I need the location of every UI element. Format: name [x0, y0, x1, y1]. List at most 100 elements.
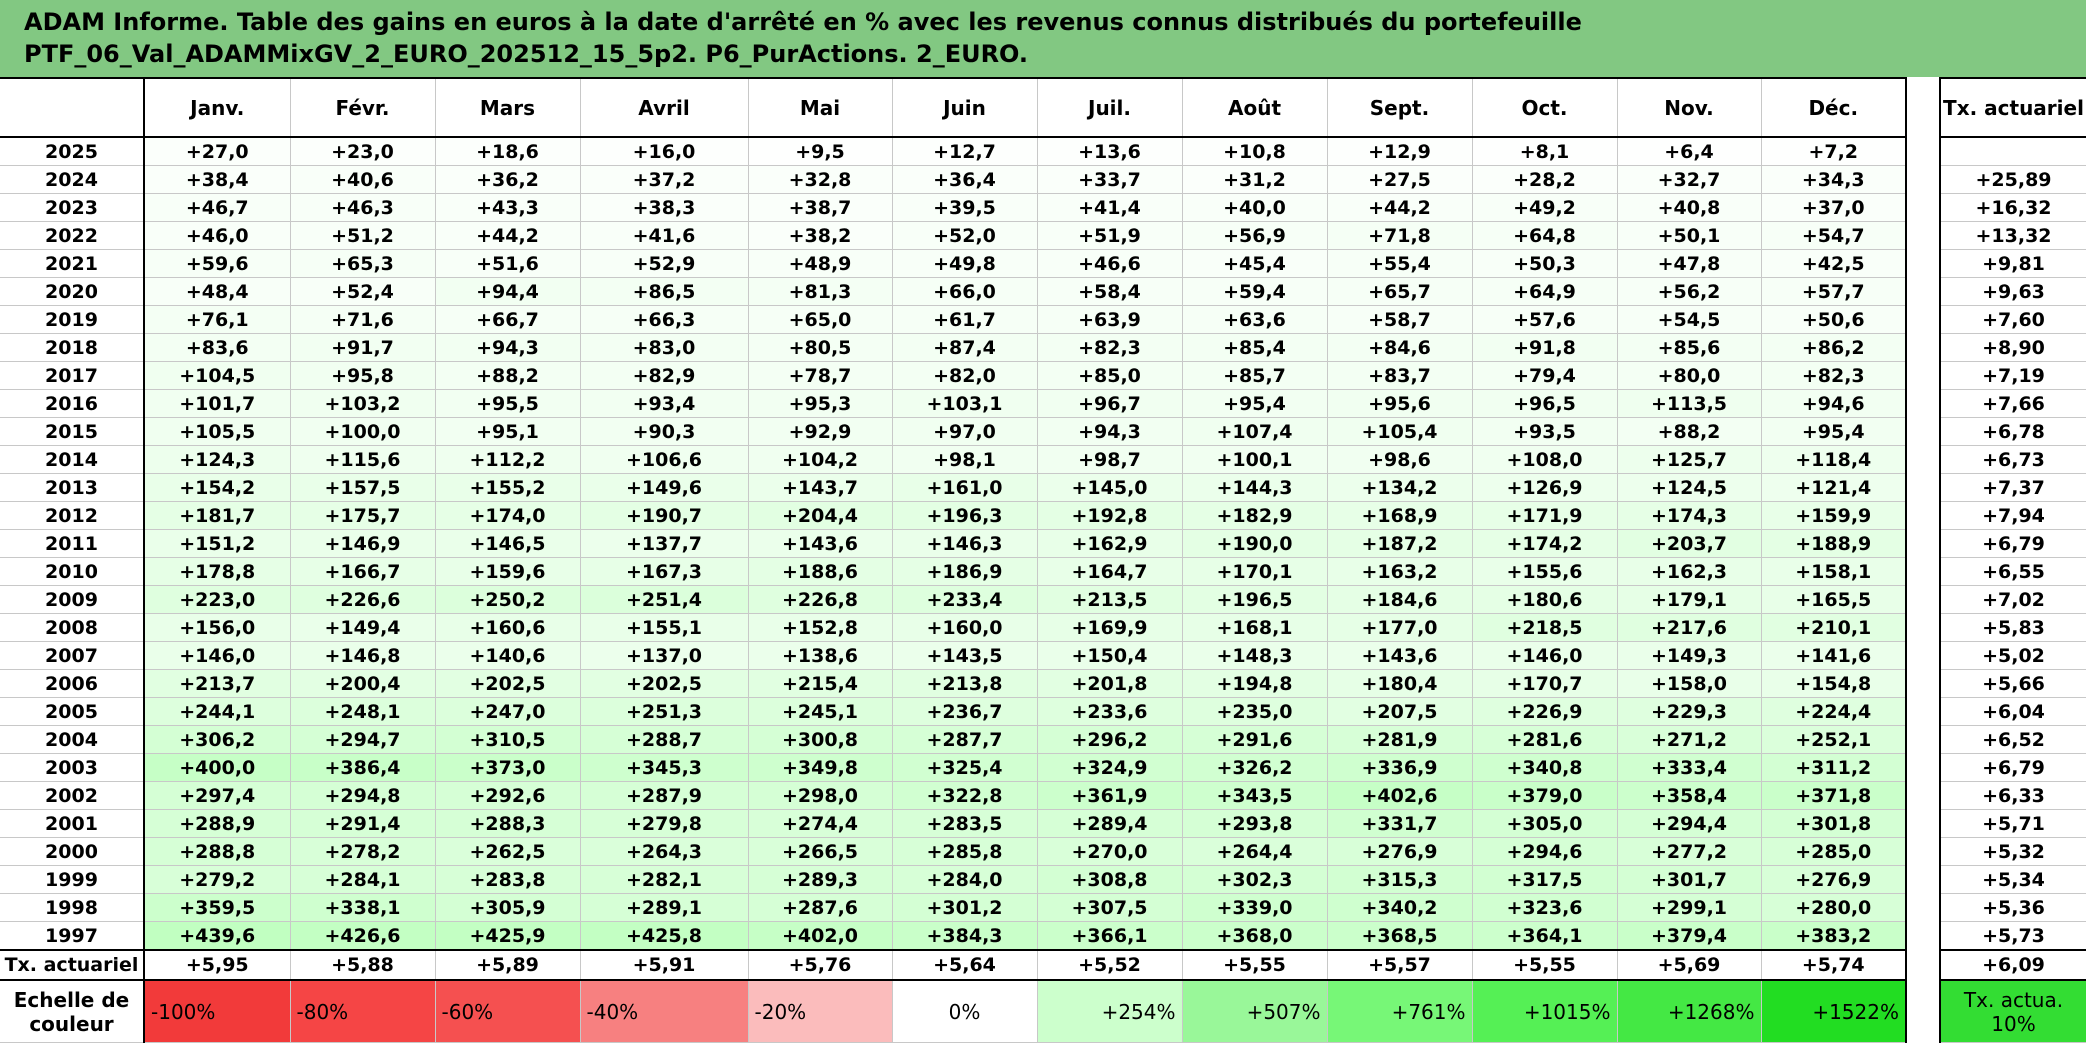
- gain-cell: +245,1: [747, 697, 893, 726]
- gain-cell: +143,6: [1326, 641, 1473, 670]
- gain-cell: +336,9: [1326, 753, 1473, 782]
- gain-cell: +262,5: [434, 837, 581, 866]
- month-header: Nov.: [1616, 77, 1762, 138]
- gain-cell: +252,1: [1760, 725, 1907, 754]
- gain-cell: +108,0: [1471, 445, 1618, 474]
- gap-cell: [1905, 781, 1941, 810]
- gain-cell: +379,0: [1471, 781, 1618, 810]
- footer-cell: +5,89: [434, 949, 581, 981]
- gain-cell: +155,1: [579, 613, 749, 642]
- gain-cell: +152,8: [747, 613, 893, 642]
- gain-cell: +115,6: [289, 445, 436, 474]
- year-label: 2009: [0, 585, 145, 614]
- gain-cell: +146,8: [289, 641, 436, 670]
- gain-cell: +400,0: [143, 753, 291, 782]
- gain-cell: +6,4: [1616, 136, 1762, 166]
- gain-cell: +383,2: [1760, 921, 1907, 951]
- gain-cell: +54,5: [1616, 305, 1762, 334]
- gain-cell: +322,8: [891, 781, 1038, 810]
- gain-cell: +226,8: [747, 585, 893, 614]
- year-row: 2010 +178,8 +166,7 +159,6 +167,3 +188,6 +186,9…: [0, 557, 2086, 586]
- footer-cell: +5,76: [747, 949, 893, 981]
- month-header: Avril: [579, 77, 749, 138]
- gain-cell: +288,8: [143, 837, 291, 866]
- total-cell: +5,32: [1939, 837, 2086, 866]
- gain-cell: +283,8: [434, 865, 581, 894]
- gain-cell: +188,6: [747, 557, 893, 586]
- gain-cell: +164,7: [1036, 557, 1183, 586]
- gain-cell: +66,3: [579, 305, 749, 334]
- scale-row: Echelle de couleur -100% -80% -60% -40% -20% 0…: [0, 979, 2086, 1043]
- gain-cell: +274,4: [747, 809, 893, 838]
- gain-cell: +143,5: [891, 641, 1038, 670]
- gain-cell: +338,1: [289, 893, 436, 922]
- gain-cell: +95,4: [1760, 417, 1907, 446]
- gain-cell: +177,0: [1326, 613, 1473, 642]
- gain-cell: +368,5: [1326, 921, 1473, 951]
- gain-cell: +300,8: [747, 725, 893, 754]
- gain-cell: +174,0: [434, 501, 581, 530]
- gain-cell: +76,1: [143, 305, 291, 334]
- gain-cell: +101,7: [143, 389, 291, 418]
- year-label: 1999: [0, 865, 145, 894]
- gain-cell: +134,2: [1326, 473, 1473, 502]
- gain-cell: +201,8: [1036, 669, 1183, 698]
- gain-cell: +37,2: [579, 165, 749, 194]
- gain-cell: +59,6: [143, 249, 291, 278]
- gain-cell: +57,7: [1760, 277, 1907, 306]
- gain-cell: +100,1: [1181, 445, 1328, 474]
- gain-cell: +33,7: [1036, 165, 1183, 194]
- gain-cell: +402,6: [1326, 781, 1473, 810]
- gain-cell: +82,9: [579, 361, 749, 390]
- gain-cell: +218,5: [1471, 613, 1618, 642]
- total-cell: +5,71: [1939, 809, 2086, 838]
- year-row: 2024 +38,4 +40,6 +36,2 +37,2 +32,8 +36,4 +33,7 +…: [0, 165, 2086, 194]
- gain-cell: +289,3: [747, 865, 893, 894]
- gap-cell: [1905, 865, 1941, 894]
- gain-cell: +94,3: [1036, 417, 1183, 446]
- month-header: Août: [1181, 77, 1328, 138]
- gain-cell: +323,6: [1471, 893, 1618, 922]
- month-header: Juin: [891, 77, 1038, 138]
- header-row: Janv. Févr. Mars Avril Mai Juin Juil. Août Sept.…: [0, 77, 2086, 138]
- gain-cell: +57,6: [1471, 305, 1618, 334]
- gain-cell: +175,7: [289, 501, 436, 530]
- scale-total: Tx. actua. 10%: [1939, 979, 2086, 1043]
- gain-cell: +37,0: [1760, 193, 1907, 222]
- year-label: 2011: [0, 529, 145, 558]
- gain-cell: +271,2: [1616, 725, 1762, 754]
- gain-cell: +50,6: [1760, 305, 1907, 334]
- gain-cell: +146,0: [1471, 641, 1618, 670]
- gain-cell: +95,8: [289, 361, 436, 390]
- gain-cell: +86,2: [1760, 333, 1907, 362]
- gap-cell: [1905, 921, 1941, 950]
- gain-cell: +251,3: [579, 697, 749, 726]
- footer-row: Tx. actuariel +5,95 +5,88 +5,89 +5,91 +5,76 +5…: [0, 949, 2086, 981]
- gain-cell: +150,4: [1036, 641, 1183, 670]
- gain-cell: +425,9: [434, 921, 581, 951]
- corner-cell: [0, 77, 145, 138]
- gain-cell: +8,1: [1471, 136, 1618, 166]
- gain-cell: +38,7: [747, 193, 893, 222]
- year-label: 2006: [0, 669, 145, 698]
- gain-cell: +266,5: [747, 837, 893, 866]
- scale-cell: +761%: [1326, 979, 1473, 1043]
- gain-cell: +235,0: [1181, 697, 1328, 726]
- gain-cell: +213,5: [1036, 585, 1183, 614]
- gain-cell: +310,5: [434, 725, 581, 754]
- gain-cell: +439,6: [143, 921, 291, 951]
- gain-cell: +168,1: [1181, 613, 1328, 642]
- gain-cell: +80,0: [1616, 361, 1762, 390]
- gain-cell: +210,1: [1760, 613, 1907, 642]
- gain-cell: +190,7: [579, 501, 749, 530]
- gain-cell: +325,4: [891, 753, 1038, 782]
- gain-cell: +46,0: [143, 221, 291, 250]
- year-label: 2014: [0, 445, 145, 474]
- gain-cell: +46,6: [1036, 249, 1183, 278]
- gain-cell: +154,2: [143, 473, 291, 502]
- gain-cell: +186,9: [891, 557, 1038, 586]
- footer-label: Tx. actuariel: [0, 949, 145, 981]
- gain-cell: +51,2: [289, 221, 436, 250]
- gain-cell: +285,8: [891, 837, 1038, 866]
